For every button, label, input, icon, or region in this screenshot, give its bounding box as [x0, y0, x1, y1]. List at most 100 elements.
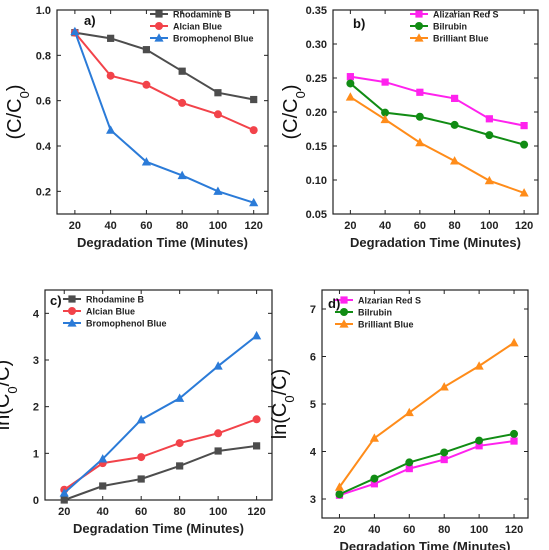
- plot-frame: [56, 9, 269, 215]
- y-tick-label: 0.05: [306, 209, 327, 221]
- series-line: [338, 341, 515, 488]
- data-point: [98, 454, 108, 463]
- x-tick-label: 80: [448, 220, 460, 232]
- panel-3: 20 40 60 80 100 120 3 4 5 6 7 Degradation Time (Min…: [269, 289, 529, 550]
- data-point: [474, 361, 484, 370]
- x-tick-label: 120: [505, 524, 523, 536]
- y-axis-label-pre: ln(C: [269, 403, 291, 440]
- y-tick-label: 0.6: [36, 96, 51, 108]
- data-point: [142, 80, 151, 89]
- data-point: [213, 110, 222, 119]
- data-point: [106, 125, 116, 134]
- legend-label: Alcian Blue: [173, 22, 222, 32]
- legend-label: Bilrubin: [358, 308, 392, 318]
- series-line: [74, 31, 254, 101]
- series-line: [63, 444, 257, 501]
- data-point: [485, 115, 493, 123]
- panel-label: c): [50, 293, 62, 308]
- y-tick-label: 6: [310, 352, 316, 364]
- legend: Alzarian Red S Bilrubin Brilliant Blue: [335, 296, 421, 330]
- data-point: [214, 447, 222, 455]
- data-point: [510, 429, 519, 438]
- panel-2: 20 40 60 80 100 120 0 1 2 3 4 Degradation Time (Min…: [0, 289, 273, 536]
- panel-label: d): [328, 296, 340, 311]
- panel-label: a): [84, 13, 96, 28]
- series-line: [63, 418, 257, 491]
- data-point: [70, 26, 80, 36]
- legend-marker: [415, 22, 423, 30]
- data-point: [404, 407, 414, 417]
- legend: Rhodamine B Alcian Blue Bromophenol Blue: [150, 10, 254, 44]
- y-tick-label: 1: [33, 448, 39, 460]
- data-point: [214, 429, 223, 438]
- data-point: [415, 112, 424, 121]
- x-tick-label: 120: [247, 506, 265, 518]
- x-tick-label: 120: [515, 220, 533, 232]
- data-point: [440, 455, 448, 464]
- data-point: [214, 89, 222, 97]
- y-axis-label-subscript: 0: [293, 91, 308, 98]
- data-point: [177, 170, 187, 180]
- data-point: [175, 393, 185, 402]
- legend: Alizarian Red S Bilrubin Brilliant Blue: [410, 10, 499, 44]
- data-point: [475, 436, 484, 445]
- y-tick-label: 0.30: [306, 39, 327, 51]
- series-line: [73, 31, 254, 204]
- data-point: [99, 482, 107, 490]
- y-axis-label-subscript: 0: [282, 395, 297, 402]
- x-tick-label: 120: [245, 220, 263, 232]
- panel-1: 20 40 60 80 100 120 0.05 0.10 0.15 0.20 0.25 0.30 0.…: [280, 5, 539, 250]
- legend-marker: [155, 10, 163, 18]
- y-tick-label: 0.20: [306, 107, 327, 119]
- data-point: [142, 46, 151, 54]
- x-tick-label: 60: [140, 220, 152, 232]
- y-axis-label-post: /C): [0, 360, 14, 387]
- x-tick-label: 20: [333, 524, 345, 536]
- y-axis-label-pre: (C/C: [4, 98, 26, 139]
- plot-frame: [44, 289, 273, 501]
- panel-0: 20 40 60 80 100 120 0.2 0.4 0.6 0.8 1.0 Degradation…: [4, 5, 269, 250]
- data-point: [213, 361, 223, 370]
- y-tick-label: 0: [33, 495, 39, 507]
- legend-label: Rhodamine B: [173, 10, 232, 20]
- data-point: [484, 175, 494, 185]
- data-point: [106, 71, 115, 80]
- legend: Rhodamine B Alcian Blue Bromophenol Blue: [63, 295, 167, 329]
- data-point: [253, 442, 261, 450]
- y-tick-label: 0.2: [36, 186, 51, 198]
- data-point: [450, 120, 459, 129]
- x-tick-label: 100: [209, 506, 227, 518]
- series-line: [74, 32, 255, 132]
- x-tick-label: 40: [379, 220, 391, 232]
- data-point: [249, 126, 258, 135]
- data-point: [249, 197, 259, 207]
- x-axis-label: Degradation Time (Minutes): [350, 235, 521, 250]
- legend-marker: [339, 319, 349, 328]
- data-point: [213, 186, 223, 195]
- y-tick-label: 0.8: [36, 50, 51, 62]
- y-tick-label: 4: [33, 308, 40, 320]
- data-point: [416, 88, 424, 96]
- y-tick-label: 3: [310, 494, 316, 506]
- x-tick-label: 40: [105, 220, 117, 232]
- series-line: [349, 82, 525, 146]
- data-point: [107, 34, 115, 42]
- data-point: [178, 67, 186, 75]
- series-line: [350, 75, 525, 127]
- y-axis-label: ln(C0/C): [269, 369, 297, 440]
- legend-marker: [340, 296, 348, 304]
- y-axis-label-post: ): [280, 84, 302, 91]
- data-point: [137, 475, 145, 483]
- data-point: [415, 137, 425, 147]
- panel-label: b): [353, 16, 365, 31]
- legend-label: Bromophenol Blue: [86, 319, 167, 329]
- y-axis-label-pre: (C/C: [280, 98, 302, 139]
- data-point: [136, 414, 146, 424]
- y-axis-label-subscript: 0: [17, 91, 32, 98]
- data-point: [520, 140, 529, 149]
- data-point: [380, 114, 390, 124]
- y-tick-label: 5: [310, 399, 316, 411]
- data-point: [334, 482, 345, 491]
- data-point: [252, 415, 261, 424]
- legend-marker: [68, 295, 76, 303]
